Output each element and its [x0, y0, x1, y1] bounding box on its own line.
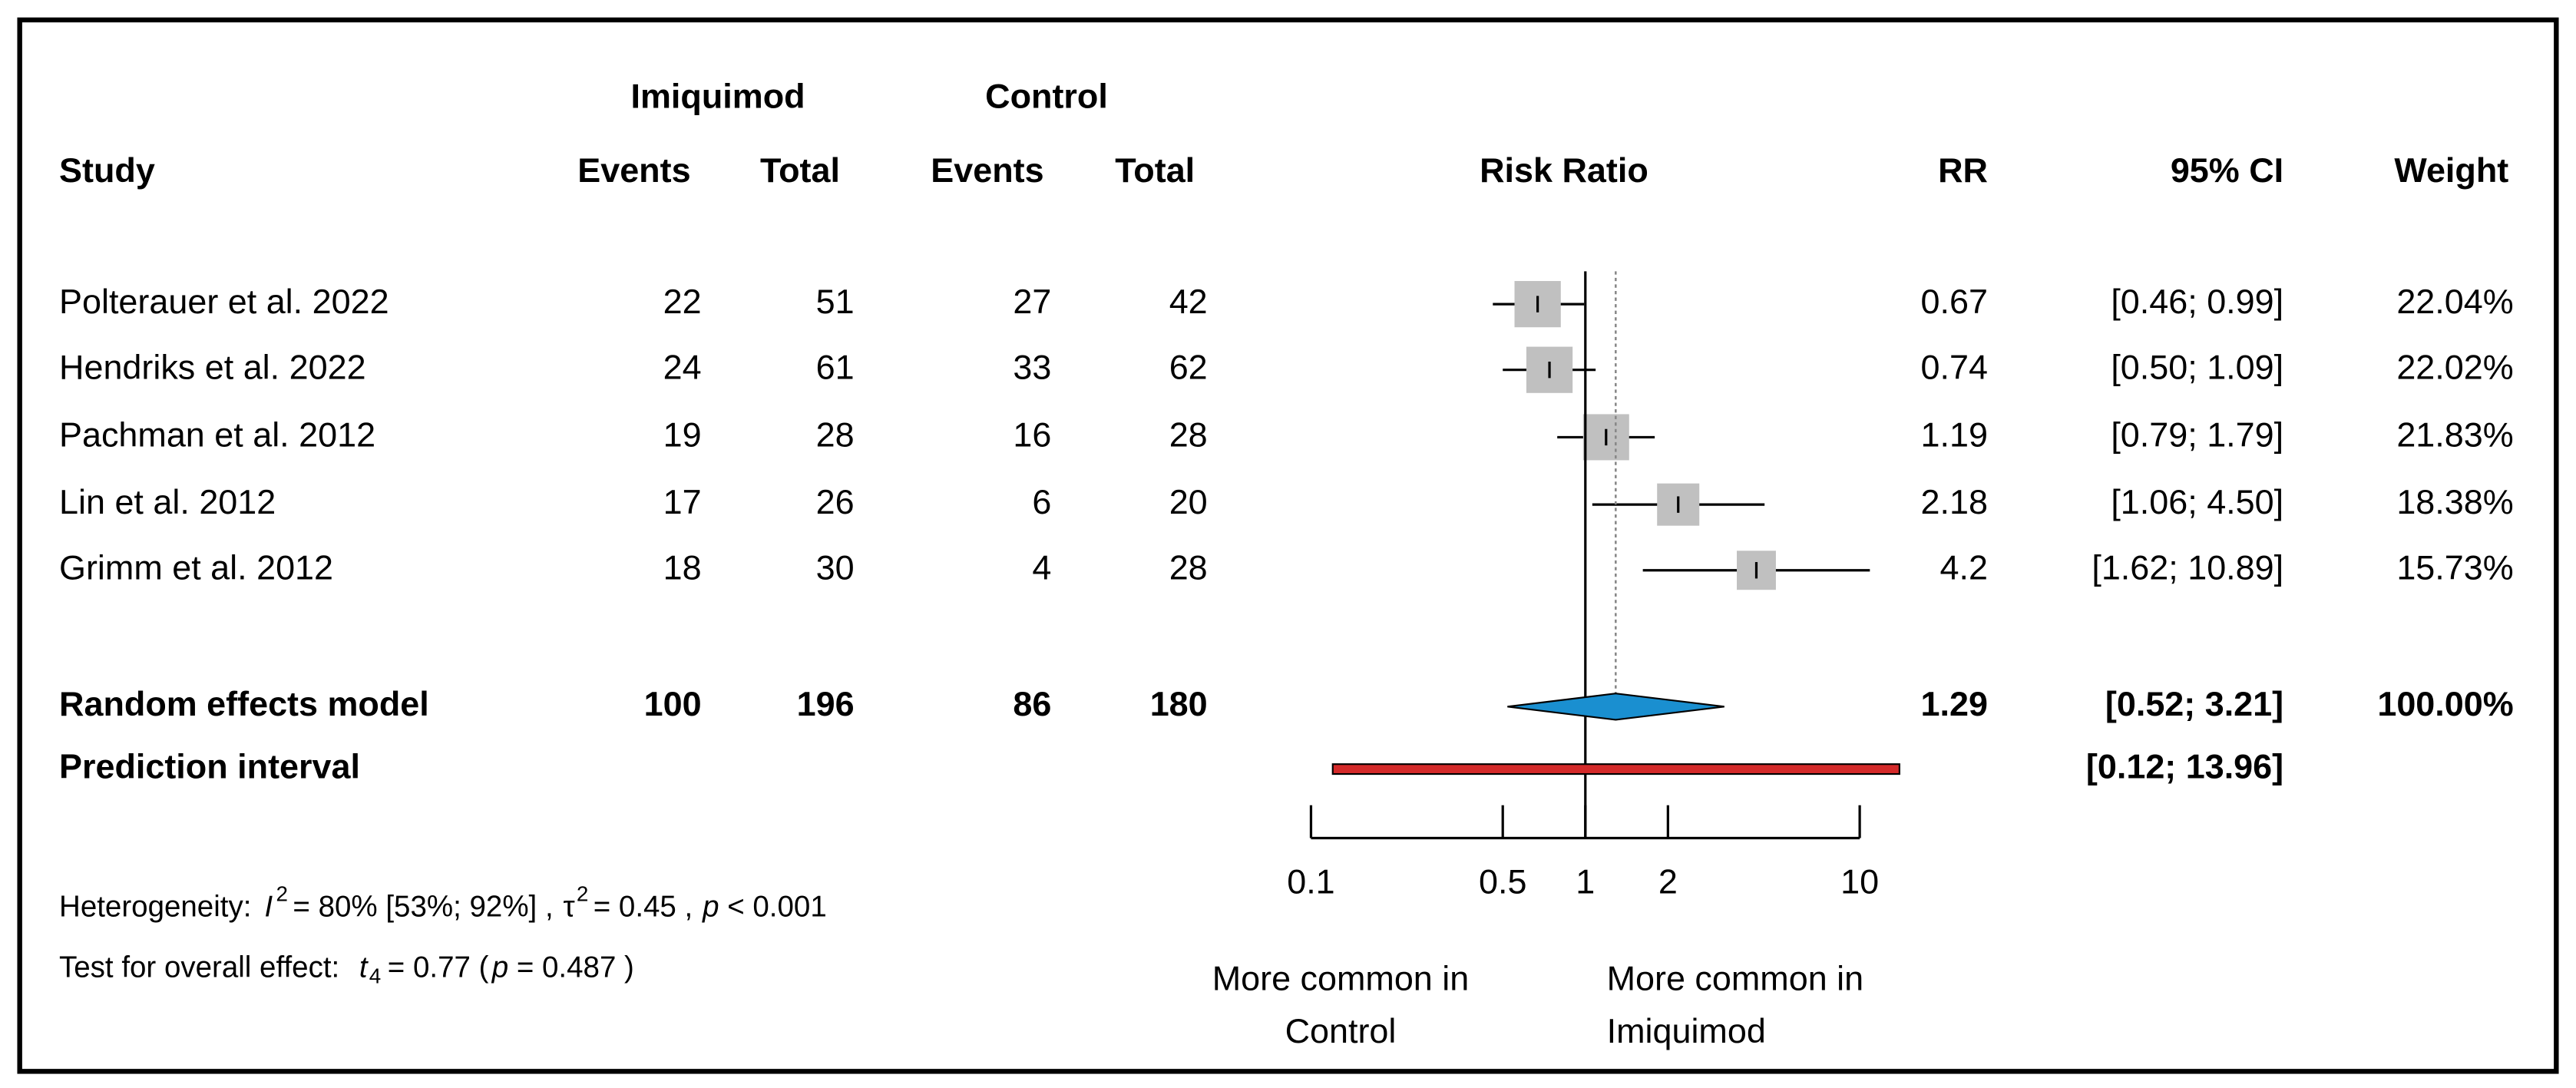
- cell-treatment-events: 19: [663, 415, 702, 454]
- overall-effect-part: = 0.77 (: [388, 951, 489, 984]
- cell-ci-label: [0.79; 1.79]: [2111, 415, 2283, 454]
- overall-effect-part: Test for overall effect:: [59, 951, 339, 984]
- pooled-diamond: [1507, 693, 1724, 721]
- column-header: 95% CI: [2171, 150, 2283, 190]
- prediction-label: [0.12; 13.96]: [2086, 747, 2283, 786]
- overall-effect-part: t: [359, 951, 369, 984]
- cell-weight-label: 100.00%: [2377, 684, 2513, 723]
- cell-weight-label: 22.02%: [2396, 348, 2513, 387]
- cell-rr: 2.18: [1921, 482, 1988, 521]
- column-header: Events: [931, 150, 1043, 190]
- cell-treatment-total: 51: [816, 282, 855, 321]
- cell-treatment-total: 30: [816, 548, 855, 587]
- cell-treatment-events: 18: [663, 548, 702, 587]
- cell-treatment-events: 100: [644, 684, 702, 723]
- cell-ci-label: [0.50; 1.09]: [2111, 348, 2283, 387]
- overall-effect-part: p: [491, 951, 508, 984]
- cell-treatment-events: 17: [663, 482, 702, 521]
- group-header: Imiquimod: [630, 77, 805, 116]
- heterogeneity-part: < 0.001: [727, 891, 827, 924]
- cell-control-events: 16: [1013, 415, 1051, 454]
- cell-treatment-total: 26: [816, 482, 855, 521]
- heterogeneity-part: Heterogeneity:: [59, 891, 251, 924]
- cell-control-events: 86: [1013, 684, 1051, 723]
- cell-treatment-total: 196: [797, 684, 855, 723]
- cell-treatment-events: 24: [663, 348, 702, 387]
- column-header: Events: [577, 150, 690, 190]
- cell-rr: 1.19: [1921, 415, 1988, 454]
- cell-name: Hendriks et al. 2022: [59, 348, 366, 387]
- cell-control-total: 62: [1169, 348, 1208, 387]
- x-tick-label: 1: [1576, 861, 1595, 901]
- cell-name: Polterauer et al. 2022: [59, 282, 389, 321]
- x-label-right: More common in: [1607, 959, 1864, 998]
- x-label-left: Control: [1285, 1011, 1397, 1050]
- cell-control-events: 6: [1032, 482, 1051, 521]
- cell-name: Pachman et al. 2012: [59, 415, 375, 454]
- x-tick-label: 0.1: [1287, 861, 1334, 901]
- prediction-name: Prediction interval: [59, 747, 360, 786]
- cell-ci-label: [1.06; 4.50]: [2111, 482, 2283, 521]
- column-header: RR: [1938, 150, 1988, 190]
- cell-weight-label: 22.04%: [2396, 282, 2513, 321]
- heterogeneity-part: p: [702, 891, 719, 924]
- x-tick-label: 10: [1840, 861, 1879, 901]
- cell-control-total: 180: [1150, 684, 1208, 723]
- column-header: Weight: [2394, 150, 2508, 190]
- cell-control-total: 28: [1169, 415, 1208, 454]
- cell-control-events: 33: [1013, 348, 1051, 387]
- frame: [17, 17, 2559, 1074]
- heterogeneity-part: = 80% [53%; 92%] ,: [293, 891, 553, 924]
- cell-name: Lin et al. 2012: [59, 482, 276, 521]
- cell-control-events: 27: [1013, 282, 1051, 321]
- cell-control-total: 42: [1169, 282, 1208, 321]
- prediction-bar: [1331, 763, 1900, 775]
- cell-treatment-total: 61: [816, 348, 855, 387]
- column-header: Study: [59, 150, 155, 190]
- cell-weight-label: 18.38%: [2396, 482, 2513, 521]
- cell-control-total: 20: [1169, 482, 1208, 521]
- cell-control-events: 4: [1032, 548, 1051, 587]
- heterogeneity-part: τ: [563, 891, 574, 924]
- cell-rr: 0.67: [1921, 282, 1988, 321]
- x-label-left: More common in: [1212, 959, 1470, 998]
- cell-control-total: 28: [1169, 548, 1208, 587]
- cell-weight-label: 15.73%: [2396, 548, 2513, 587]
- cell-rr: 0.74: [1921, 348, 1988, 387]
- cell-ci-label: [0.52; 3.21]: [2105, 684, 2283, 723]
- cell-weight-label: 21.83%: [2396, 415, 2513, 454]
- heterogeneity-part: 2: [276, 882, 288, 906]
- heterogeneity-part: 2: [577, 882, 588, 906]
- column-header: Total: [760, 150, 840, 190]
- cell-ci-label: [1.62; 10.89]: [2092, 548, 2283, 587]
- overall-effect-part: 4: [369, 964, 381, 988]
- overall-effect-part: = 0.487 ): [517, 951, 634, 984]
- overall-effect: Test for overall effect: t 4 = 0.77 (p = 0.4…: [59, 951, 634, 988]
- heterogeneity-part: I: [265, 891, 273, 924]
- cell-name: Random effects model: [59, 684, 429, 723]
- column-header: Total: [1115, 150, 1195, 190]
- heterogeneity-part: = 0.45 ,: [594, 891, 693, 924]
- group-header: Control: [985, 77, 1108, 116]
- column-header: Risk Ratio: [1480, 150, 1648, 190]
- cell-treatment-events: 22: [663, 282, 702, 321]
- cell-rr: 4.2: [1940, 548, 1988, 587]
- x-label-right: Imiquimod: [1607, 1011, 1766, 1050]
- x-tick-label: 0.5: [1479, 861, 1526, 901]
- heterogeneity: Heterogeneity: I 2 = 80% [53%; 92%] , τ 2 = 0.…: [59, 882, 827, 924]
- x-tick-label: 2: [1658, 861, 1678, 901]
- cell-name: Grimm et al. 2012: [59, 548, 333, 587]
- cell-rr: 1.29: [1921, 684, 1988, 723]
- cell-treatment-total: 28: [816, 415, 855, 454]
- cell-ci-label: [0.46; 0.99]: [2111, 282, 2283, 321]
